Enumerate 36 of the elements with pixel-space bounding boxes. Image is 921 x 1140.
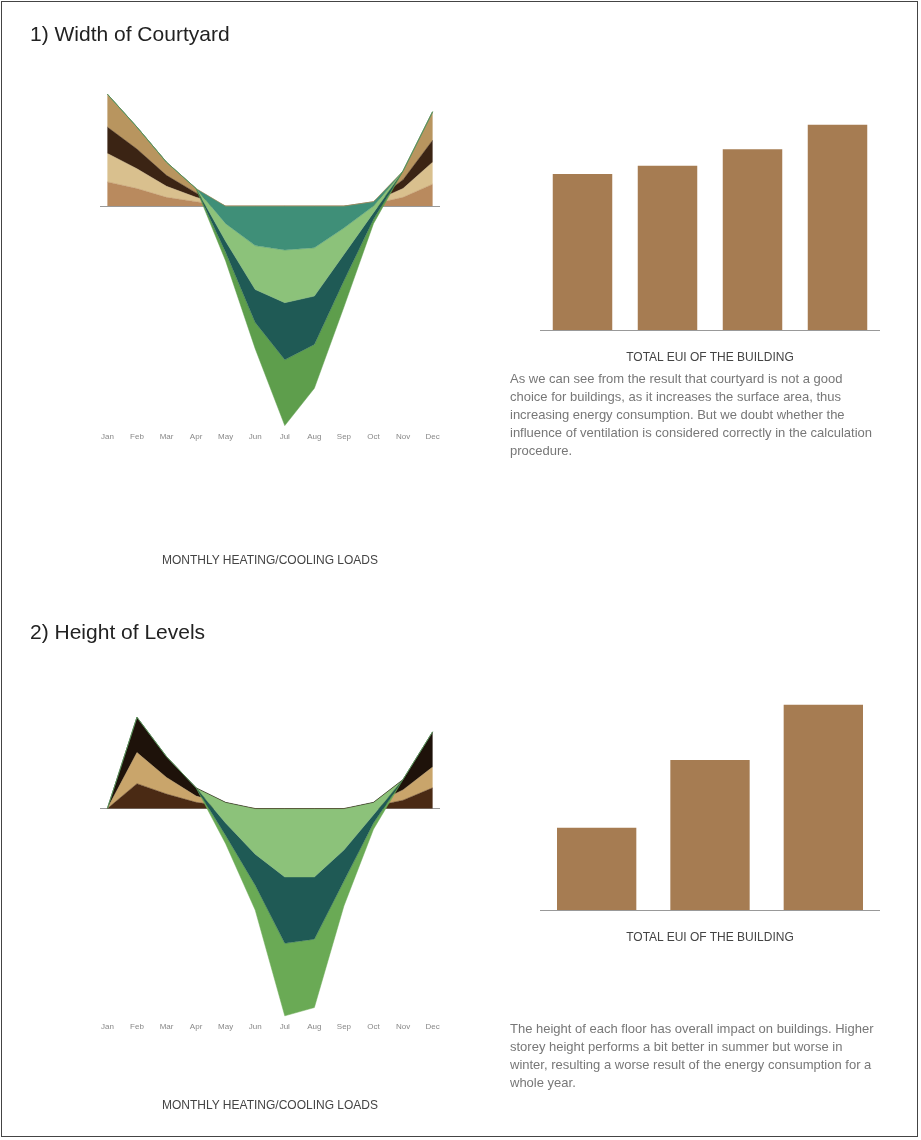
x-tick-label: Mar (159, 1022, 174, 1031)
text: The height of each floor has overall impact on buildings. Higher storey height performs a bit better in summer but worse in winter, resulting a worse result of the energy consumption for a whole year. (510, 1020, 875, 1092)
x-tick-label: Aug (307, 1022, 322, 1031)
x-tick-label: Nov (395, 432, 411, 441)
bar (807, 124, 868, 330)
text: As we can see from the result that courtyard is not a good choice for buildings, as it increases the surface area, thus increasing energy consumption. But we doubt whether the influence of ventilation is considered correctly in the calculation procedure. (510, 370, 874, 460)
x-tick-label: Feb (130, 1022, 145, 1031)
x-tick-label: Apr (189, 432, 203, 441)
x-tick-label: Apr (189, 1022, 203, 1031)
x-axis-title: MONTHLY HEATING/COOLING LOADS (161, 552, 379, 567)
bar (552, 173, 613, 330)
x-tick-label: Oct (367, 1022, 381, 1031)
x-tick-label: Jun (248, 432, 262, 441)
x-tick-label: Feb (130, 432, 145, 441)
x-tick-label: Nov (395, 1022, 411, 1031)
x-tick-label: Oct (367, 432, 381, 441)
x-tick-label: Jul (279, 432, 291, 441)
chart-title: 1) Width of Courtyard (30, 22, 230, 46)
x-tick-label: Mar (159, 432, 174, 441)
x-tick-label: Jul (279, 1022, 291, 1031)
x-tick-label: Dec (425, 432, 440, 441)
x-tick-label: Sep (336, 432, 352, 441)
x-axis-title: TOTAL EUI OF THE BUILDING (626, 349, 794, 364)
x-tick-label: Dec (425, 1022, 440, 1031)
x-tick-label: Jan (100, 1022, 114, 1031)
x-tick-label: May (218, 1022, 234, 1031)
x-axis-title: MONTHLY HEATING/COOLING LOADS (161, 1097, 379, 1112)
x-tick-label: May (218, 432, 234, 441)
x-axis-title: TOTAL EUI OF THE BUILDING (626, 929, 794, 944)
chart-title: 2) Height of Levels (30, 620, 206, 644)
x-tick-label: Jan (100, 432, 114, 441)
x-tick-label: Jun (248, 1022, 262, 1031)
bar (637, 165, 698, 330)
x-tick-label: Sep (336, 1022, 352, 1031)
x-tick-label: Aug (307, 432, 322, 441)
bar (722, 149, 783, 330)
